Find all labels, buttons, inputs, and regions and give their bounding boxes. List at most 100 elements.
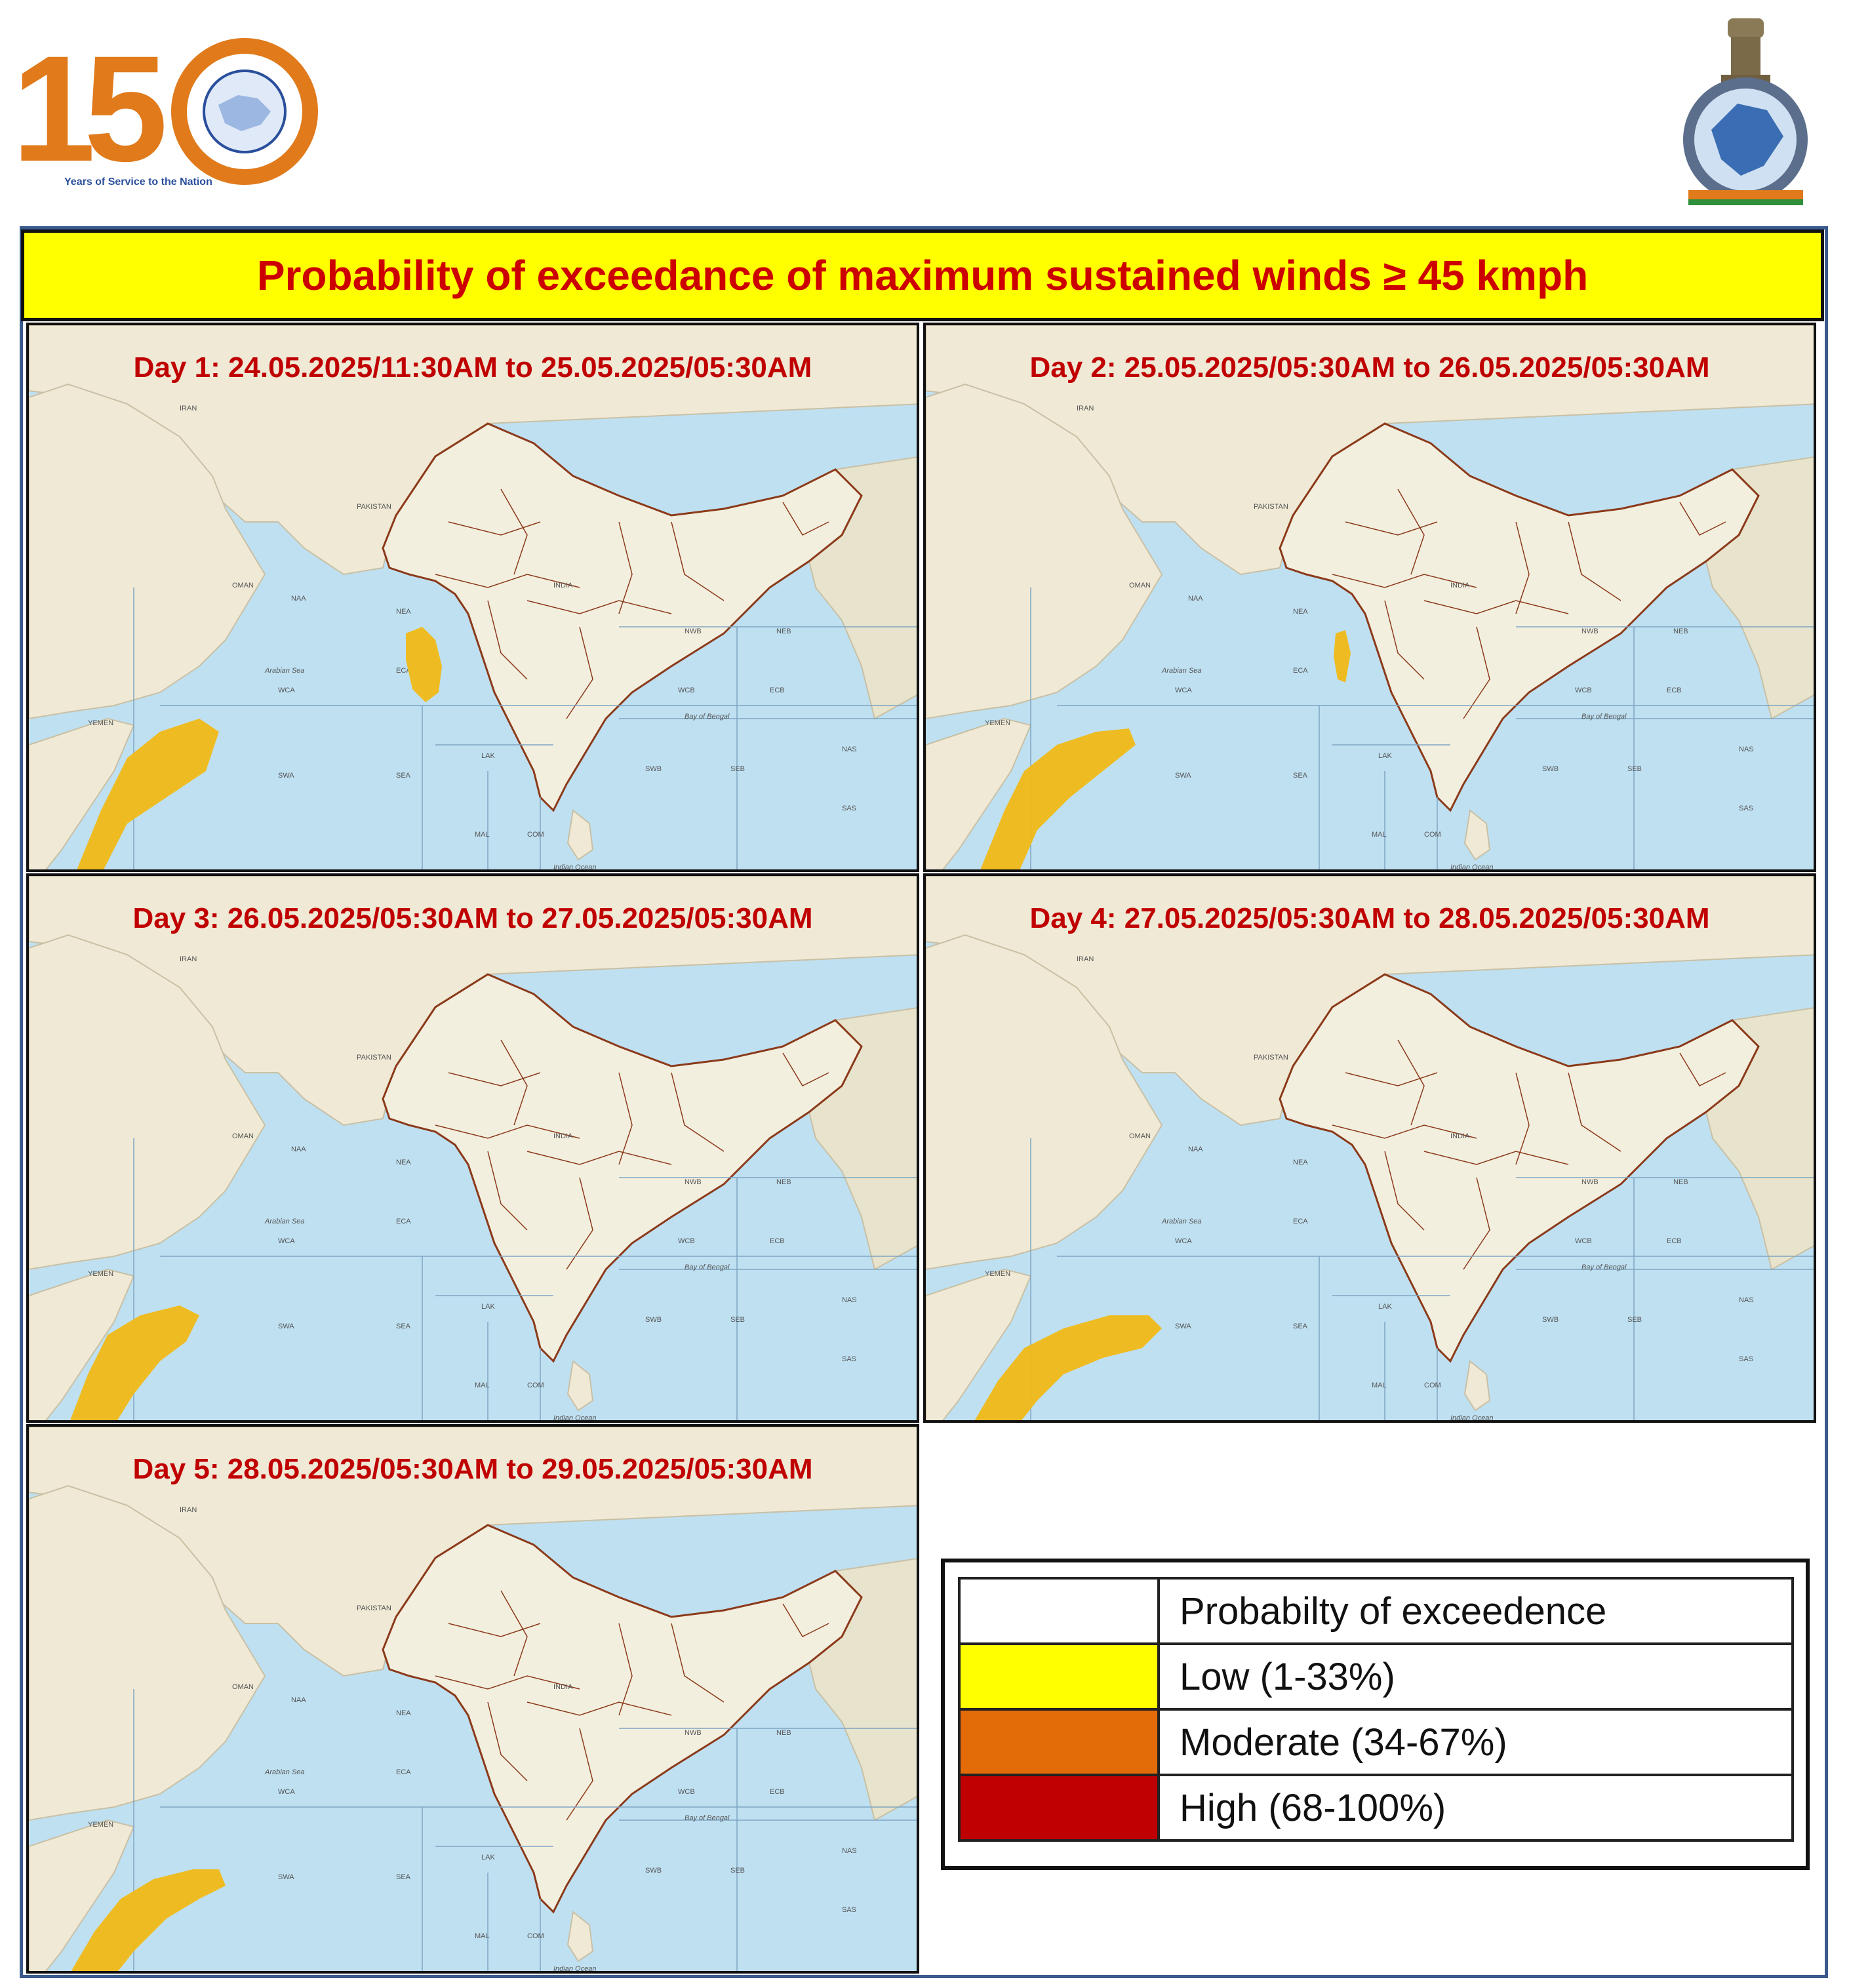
region-label: SAS	[842, 1355, 856, 1363]
region-label: SAS	[1739, 1355, 1753, 1363]
map-base: NAA NEA ECA WCA SWA SEA LAK MAL COM NWB NEB WCB ECB S…	[29, 1427, 917, 1971]
legend-swatch-high	[958, 1774, 1160, 1842]
country-label: INDIA	[1450, 582, 1470, 589]
region-label: ECB	[770, 686, 785, 694]
sea-label: Indian Ocean	[553, 1414, 596, 1422]
region-label: MAL	[1372, 831, 1387, 839]
region-label: COM	[527, 1932, 544, 1940]
region-label: COM	[527, 1382, 544, 1389]
moderate-probability-zone	[980, 728, 1136, 869]
country-label: IRAN	[1077, 405, 1094, 412]
map-panel-day1: NAA NEA ECA WCA SWA SEA LAK MAL COM NWB NEB WCB ECB S…	[26, 323, 919, 872]
india-boundary	[1279, 973, 1760, 1363]
region-label: NEA	[1293, 608, 1308, 616]
region-label: SWB	[1542, 765, 1559, 773]
country-label: PAKISTAN	[357, 503, 391, 511]
forecast-region-grid	[1030, 587, 1814, 869]
panel-label-day2: Day 2: 25.05.2025/05:30AM to 26.05.2025/…	[1029, 351, 1710, 384]
sea-label: Bay of Bengal	[1581, 713, 1627, 721]
title-banner: Probability of exceedance of maximum sus…	[21, 229, 1824, 321]
land-arabia	[926, 383, 1163, 720]
country-label: YEMEN	[88, 1270, 113, 1278]
region-label: WCB	[1575, 686, 1592, 694]
land-srilanka	[567, 809, 594, 861]
land-africa	[926, 717, 1032, 869]
india-boundary	[382, 1524, 863, 1914]
legend-swatch-moderate	[958, 1708, 1160, 1776]
region-label: SWA	[278, 1873, 294, 1881]
land-arabia	[29, 1484, 266, 1821]
country-label: YEMEN	[88, 719, 113, 727]
region-label: NWB	[1581, 627, 1599, 635]
country-label: OMAN	[232, 582, 254, 589]
region-label: SWA	[1175, 1322, 1191, 1330]
region-label: NAS	[1739, 746, 1754, 753]
country-label: INDIA	[553, 1683, 573, 1691]
country-label: INDIA	[553, 582, 573, 589]
india-boundary	[382, 973, 863, 1363]
region-label: NEB	[776, 1729, 791, 1737]
sea-label: Bay of Bengal	[685, 1814, 730, 1822]
land-arabia	[29, 934, 266, 1271]
region-label: WCA	[278, 1788, 295, 1796]
region-label: ECA	[396, 667, 411, 675]
sea-label: Indian Ocean	[1450, 864, 1493, 871]
region-label: ECB	[1667, 1237, 1682, 1245]
imd-150-years-logo: 1 5 Years of Service to the Nation	[12, 33, 318, 190]
country-label: PAKISTAN	[1254, 503, 1288, 511]
region-label: SWA	[1175, 772, 1191, 780]
moderate-probability-zone	[77, 719, 219, 869]
region-label: ECA	[396, 1218, 411, 1225]
region-label: NEB	[1673, 627, 1688, 635]
sea-label: Indian Ocean	[1450, 1414, 1493, 1422]
region-label: ECB	[770, 1788, 785, 1796]
legend-swatch-low	[958, 1642, 1160, 1711]
region-label: LAK	[481, 752, 495, 760]
region-label: NAA	[291, 1145, 306, 1153]
legend-label-moderate: Moderate (34-67%)	[1157, 1708, 1794, 1776]
legend-label-low: Low (1-33%)	[1157, 1642, 1794, 1711]
region-label: SAS	[1739, 805, 1753, 812]
country-label: IRAN	[180, 1506, 197, 1514]
region-label: ECA	[396, 1768, 411, 1776]
svg-text:5: 5	[84, 33, 168, 190]
region-label: NEA	[396, 1159, 411, 1166]
state-boundaries	[435, 1590, 829, 1821]
sea-label: Arabian Sea	[1161, 667, 1202, 675]
legend-table: Probabilty of exceedence Low (1-33%) Mod…	[958, 1577, 1794, 1842]
moderate-probability-zone	[974, 1315, 1162, 1420]
panel-label-day4: Day 4: 27.05.2025/05:30AM to 28.05.2025/…	[1029, 902, 1710, 934]
land-africa	[29, 717, 135, 869]
svg-text:1: 1	[12, 33, 96, 190]
region-label: WCB	[678, 1788, 695, 1796]
sea-label: Arabian Sea	[1161, 1218, 1202, 1225]
moderate-probability-zone	[71, 1869, 226, 1971]
region-label: SEB	[1627, 765, 1642, 773]
region-label: NEA	[1293, 1159, 1308, 1166]
region-label: SWB	[645, 1316, 662, 1324]
map-day4: NAA NEA ECA WCA SWA SEA LAK MAL COM NWB NEB WCB ECB S…	[926, 876, 1814, 1422]
country-label: OMAN	[1129, 582, 1151, 589]
region-label: NAA	[291, 1696, 306, 1704]
region-label: NAS	[842, 746, 857, 753]
sea-label: Arabian Sea	[264, 1768, 305, 1776]
land-srilanka	[567, 1360, 594, 1412]
region-label: WCA	[278, 686, 295, 694]
region-label: SAS	[842, 1906, 856, 1914]
country-label: YEMEN	[985, 719, 1010, 727]
forecast-region-grid	[133, 1138, 917, 1420]
moderate-probability-zone	[1334, 630, 1351, 683]
state-boundaries	[435, 488, 829, 719]
map-panel-day5: NAA NEA ECA WCA SWA SEA LAK MAL COM NWB NEB WCB ECB S…	[26, 1424, 919, 1974]
map-panel-day3: NAA NEA ECA WCA SWA SEA LAK MAL COM NWB NEB WCB ECB S…	[26, 873, 919, 1423]
country-label: INDIA	[553, 1132, 573, 1140]
land-africa	[926, 1268, 1032, 1420]
panel-label-day3: Day 3: 26.05.2025/05:30AM to 27.05.2025/…	[132, 902, 813, 934]
region-label: LAK	[481, 1854, 495, 1861]
region-label: NAS	[842, 1296, 857, 1304]
page-title: Probability of exceedance of maximum sus…	[256, 252, 1589, 299]
region-label: SEA	[396, 1322, 411, 1330]
sea-label: Indian Ocean	[553, 864, 596, 871]
forecast-region-grid	[133, 587, 917, 869]
region-label: WCA	[1175, 1237, 1192, 1245]
